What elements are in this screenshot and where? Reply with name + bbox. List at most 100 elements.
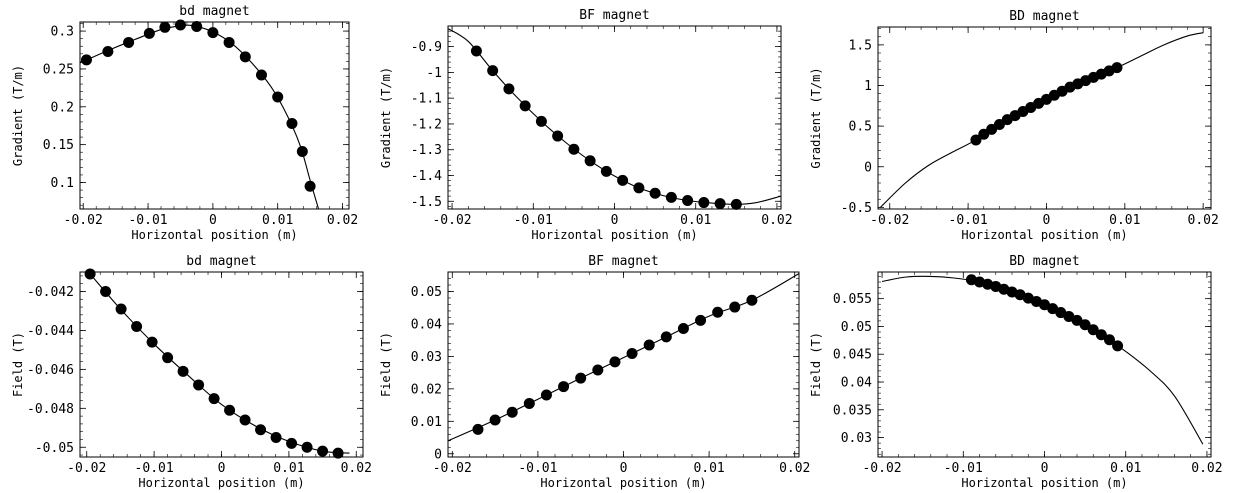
x-tick-label: 0: [209, 213, 217, 228]
y-tick-label: 0.15: [43, 138, 74, 153]
y-tick-label: -0.048: [27, 402, 74, 417]
data-point: [523, 397, 535, 409]
data-point: [270, 432, 282, 444]
data-point: [272, 91, 284, 103]
data-point: [1079, 319, 1091, 331]
x-tick-label: 0: [611, 213, 619, 228]
chart-title: bd magnet: [186, 254, 256, 269]
data-point: [660, 331, 672, 343]
x-tick-label: 0: [620, 461, 628, 476]
data-point: [286, 437, 298, 449]
data-point: [102, 46, 114, 58]
x-tick-label: 0: [218, 461, 226, 476]
data-point: [729, 301, 741, 313]
plot-frame: [79, 21, 350, 210]
x-tick-label: 0.02: [327, 213, 358, 228]
data-point: [239, 414, 251, 426]
y-tick-label: -0.042: [27, 285, 74, 300]
data-point: [301, 441, 313, 453]
y-tick-label: -1.1: [411, 92, 442, 107]
y-axis-label: Gradient (T/m): [11, 65, 25, 166]
y-tick-label: -1.5: [411, 195, 442, 210]
y-tick-label: 0.25: [43, 62, 74, 77]
data-point: [193, 379, 205, 391]
data-point: [1111, 62, 1123, 74]
data-point: [174, 19, 186, 31]
plot-frame: [79, 271, 364, 458]
data-point: [584, 155, 596, 167]
data-point: [609, 356, 621, 368]
x-tick-label: 0.02: [341, 461, 372, 476]
data-point: [649, 187, 661, 199]
panel-3: BD magnet Horizontal position (m) Gradient…: [809, 9, 1219, 242]
y-tick-label: 0: [864, 160, 872, 175]
data-point: [332, 447, 344, 459]
data-point: [535, 115, 547, 127]
fit-curve: [89, 273, 350, 454]
y-tick-label: -1.3: [411, 143, 442, 158]
data-point: [143, 27, 155, 39]
data-point: [1071, 314, 1083, 326]
data-point: [600, 165, 612, 177]
panel-4: bd magnet Horizontal position (m) Field (T…: [11, 254, 372, 490]
y-axis-label: Field (T): [11, 332, 25, 397]
plot-frame: [447, 271, 800, 458]
data-point: [698, 197, 710, 209]
data-point: [552, 130, 564, 142]
data-point: [131, 321, 143, 333]
panel-5: BF magnet Horizontal position (m) Field (T…: [379, 254, 810, 490]
data-point: [255, 69, 267, 81]
fit-curve: [448, 273, 799, 442]
data-point: [224, 404, 236, 416]
x-tick-label: -0.02: [64, 213, 103, 228]
x-axis-label: Horizontal position (m): [540, 476, 706, 490]
data-point: [84, 268, 96, 280]
data-point: [633, 182, 645, 194]
data-point: [712, 306, 724, 318]
chart-title: BF magnet: [588, 254, 658, 269]
y-tick-label: 0.1: [51, 176, 74, 191]
x-tick-label: -0.01: [949, 213, 988, 228]
x-tick-label: -0.02: [432, 213, 471, 228]
data-point: [207, 27, 219, 39]
y-tick-label: 0.055: [833, 292, 872, 307]
y-tick-label: 0.03: [411, 350, 442, 365]
data-point: [540, 389, 552, 401]
y-tick-label: 1.5: [849, 38, 872, 53]
x-tick-label: -0.01: [135, 461, 174, 476]
y-tick-label: -1.2: [411, 117, 442, 132]
y-axis-label: Gradient (T/m): [809, 67, 823, 168]
data-point: [255, 424, 267, 436]
y-tick-label: -0.9: [411, 40, 442, 55]
data-point: [746, 294, 758, 306]
data-point: [286, 117, 298, 129]
x-tick-label: 0: [1041, 461, 1049, 476]
data-point: [317, 445, 329, 457]
chart-title: BD magnet: [1009, 254, 1079, 269]
x-tick-label: -0.02: [67, 461, 106, 476]
data-point: [665, 191, 677, 203]
y-tick-label: -1.4: [411, 169, 442, 184]
x-tick-label: -0.01: [514, 213, 553, 228]
data-point: [970, 134, 982, 146]
y-tick-label: 0.035: [833, 403, 872, 418]
data-point: [714, 198, 726, 210]
x-axis-label: Horizontal position (m): [531, 228, 697, 242]
data-point: [159, 21, 171, 33]
x-tick-label: -0.01: [944, 461, 983, 476]
y-tick-label: 1: [864, 79, 872, 94]
x-tick-label: 0.01: [1109, 213, 1140, 228]
data-point: [470, 45, 482, 57]
data-point: [503, 83, 515, 95]
x-axis-label: Horizontal position (m): [138, 476, 304, 490]
data-point: [1087, 324, 1099, 336]
data-point: [568, 143, 580, 155]
panel-1: bd magnet Horizontal position (m) Gradient…: [11, 4, 358, 242]
y-tick-label: 0.02: [411, 382, 442, 397]
x-tick-label: 0.01: [1110, 461, 1141, 476]
y-tick-label: 0: [434, 447, 442, 462]
data-point: [993, 119, 1005, 130]
y-tick-label: -0.044: [27, 324, 74, 339]
y-tick-label: 0.3: [51, 25, 74, 40]
y-tick-label: 0.03: [841, 431, 872, 446]
